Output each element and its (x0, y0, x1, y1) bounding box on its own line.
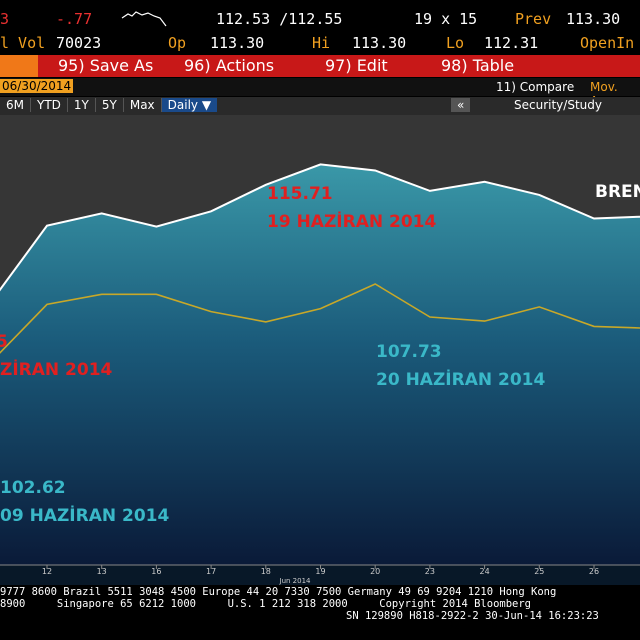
sparkline (121, 11, 167, 27)
x-tick-label: 12 (42, 567, 52, 576)
x-tick-label: 13 (97, 567, 107, 576)
range-button[interactable]: 1Y (68, 98, 96, 112)
study-button[interactable]: Security/Study (514, 98, 602, 112)
range-button[interactable]: YTD (31, 98, 68, 112)
vol-label: l Vol (0, 34, 46, 52)
annotation: 107.73 (376, 342, 442, 362)
vol: 70023 (56, 34, 102, 52)
actions-button[interactable]: 96) Actions (184, 56, 275, 75)
collapse-button[interactable]: « (451, 98, 471, 112)
series-line (0, 163, 640, 292)
footer-line: 9777 8600 Brazil 5511 3048 4500 Europe 4… (0, 586, 557, 598)
size: 19 x 15 (414, 10, 478, 28)
date-field[interactable]: 06/30/2014 (0, 79, 74, 93)
change: -.77 (56, 10, 93, 28)
chart: 12 13 16 17 18 19 20 23 24 25 26 Jun 2014 BREN 115.71… (0, 115, 640, 585)
annotation: 20 HAZİRAN 2014 (376, 368, 545, 390)
action-tab (0, 55, 38, 77)
annotation: 09 HAZİRAN 2014 (0, 504, 169, 526)
bid-ask: 112.53 /112.55 (216, 10, 343, 28)
save-as-button[interactable]: 95) Save As (58, 56, 154, 75)
x-tick-label: 23 (425, 567, 435, 576)
edit-button[interactable]: 97) Edit (325, 56, 388, 75)
plot-bottom-bg (0, 565, 640, 585)
footer-line: 8900 Singapore 65 6212 1000 U.S. 1 212 3… (0, 598, 532, 610)
x-tick-label: 19 (315, 567, 325, 576)
last: 3 (0, 10, 10, 28)
annotation: 19 HAZİRAN 2014 (267, 210, 436, 232)
low-label: Lo (446, 34, 465, 52)
frequency-button[interactable]: Daily ▼ (161, 98, 218, 112)
x-tick-label: 20 (370, 567, 380, 576)
series-line (0, 283, 640, 354)
footer: 9777 8600 Brazil 5511 3048 4500 Europe 4… (0, 586, 640, 622)
low: 112.31 (484, 34, 539, 52)
x-tick-label: 24 (480, 567, 490, 576)
prev-label: Prev (515, 10, 552, 28)
series-label: BREN (595, 182, 640, 202)
range-buttons: 6M YTD 1Y 5Y Max Daily ▼ (0, 98, 218, 112)
x-sublabel: Jun 2014 (279, 577, 312, 585)
annotation: ZİRAN 2014 (0, 358, 113, 380)
open-label: Op (168, 34, 187, 52)
high-label: Hi (312, 34, 331, 52)
annotation: 102.62 (0, 478, 66, 498)
action-bar (0, 55, 640, 77)
annotation: 115.71 (267, 184, 333, 204)
settings-bar (0, 78, 640, 96)
annotation: 5 (0, 332, 8, 352)
x-tick-label: 17 (206, 567, 216, 576)
range-button[interactable]: 6M (0, 98, 31, 112)
range-button[interactable]: 5Y (96, 98, 124, 112)
table-button[interactable]: 98) Table (441, 56, 515, 75)
footer-line: SN 129890 H818-2922-2 30-Jun-14 16:23:23 (346, 610, 599, 622)
x-tick-label: 26 (589, 567, 599, 576)
range-button[interactable]: Max (124, 98, 162, 112)
area (0, 164, 640, 565)
x-tick-label: 25 (534, 567, 544, 576)
open: 113.30 (210, 34, 265, 52)
x-tick-label: 18 (261, 567, 271, 576)
prev: 113.30 (566, 10, 621, 28)
oi-label: OpenIn (580, 34, 635, 52)
compare-button[interactable]: 11) Compare (496, 80, 575, 94)
high: 113.30 (352, 34, 407, 52)
x-tick-label: 16 (151, 567, 161, 576)
range-bar (0, 97, 640, 115)
